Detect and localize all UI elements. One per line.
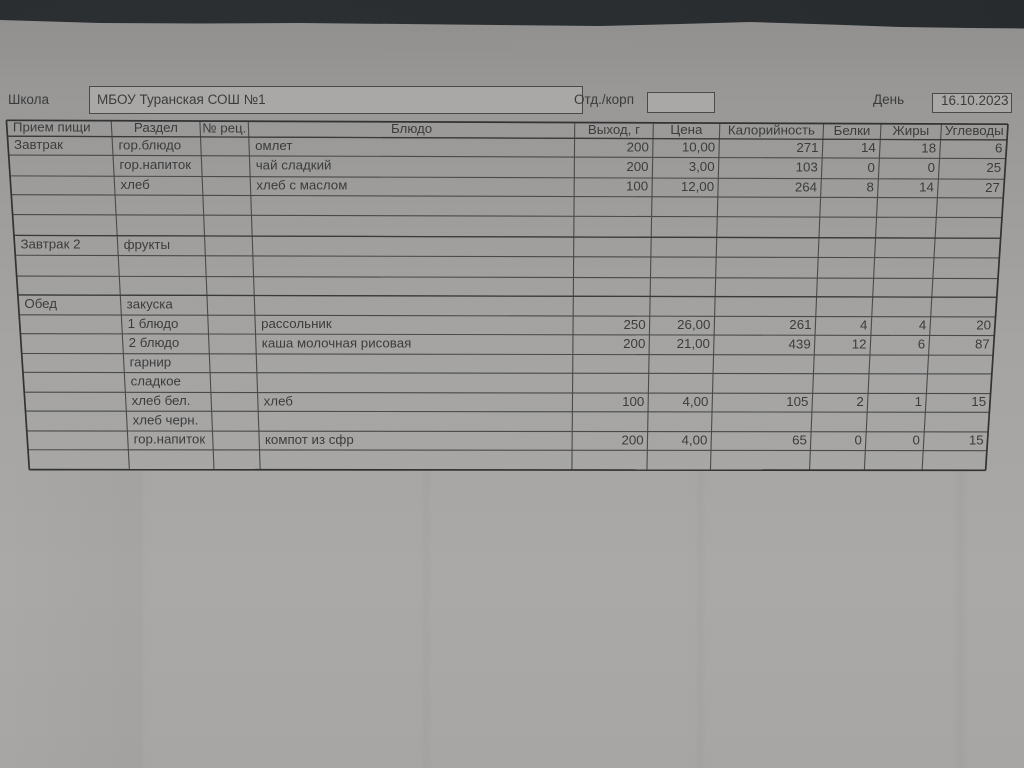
svg-text:0: 0 <box>912 433 919 448</box>
svg-text:Раздел: Раздел <box>134 120 178 135</box>
svg-text:200: 200 <box>627 139 649 154</box>
svg-text:25: 25 <box>986 160 1001 175</box>
svg-text:14: 14 <box>861 140 876 155</box>
svg-text:гор.напиток: гор.напиток <box>134 432 206 447</box>
svg-text:100: 100 <box>626 179 648 194</box>
svg-text:65: 65 <box>792 432 807 447</box>
svg-text:фрукты: фрукты <box>124 237 170 252</box>
svg-text:Завтрак 2: Завтрак 2 <box>21 237 81 252</box>
svg-text:12: 12 <box>852 336 867 351</box>
svg-text:Жиры: Жиры <box>893 123 930 138</box>
svg-text:Белки: Белки <box>834 123 871 138</box>
svg-text:хлеб с маслом: хлеб с маслом <box>256 177 347 192</box>
svg-text:4: 4 <box>919 317 926 332</box>
svg-text:261: 261 <box>789 317 811 332</box>
svg-text:Выход, г: Выход, г <box>588 122 640 137</box>
svg-text:264: 264 <box>795 179 817 194</box>
svg-text:хлеб черн.: хлеб черн. <box>133 412 199 427</box>
svg-text:26,00: 26,00 <box>677 317 710 332</box>
svg-text:10,00: 10,00 <box>682 140 715 155</box>
svg-text:1 блюдо: 1 блюдо <box>128 316 179 331</box>
svg-text:200: 200 <box>623 336 645 351</box>
svg-text:439: 439 <box>789 336 811 351</box>
svg-text:12,00: 12,00 <box>681 179 714 194</box>
svg-text:омлет: омлет <box>255 138 292 153</box>
svg-text:6: 6 <box>995 141 1002 156</box>
svg-text:15: 15 <box>971 394 986 409</box>
svg-text:6: 6 <box>918 337 925 352</box>
svg-text:Углеводы: Углеводы <box>945 123 1004 138</box>
svg-text:Прием пищи: Прием пищи <box>13 120 91 135</box>
svg-text:100: 100 <box>622 394 644 409</box>
svg-text:№ рец.: № рец. <box>202 120 246 135</box>
svg-text:каша молочная рисовая: каша молочная рисовая <box>262 335 412 350</box>
svg-text:хлеб: хлеб <box>264 393 294 408</box>
svg-text:компот из сфр: компот из сфр <box>265 432 354 447</box>
svg-text:закуска: закуска <box>127 296 174 311</box>
svg-text:8: 8 <box>867 179 874 194</box>
svg-text:200: 200 <box>626 159 648 174</box>
svg-text:гарнир: гарнир <box>130 354 172 369</box>
svg-text:Завтрак: Завтрак <box>14 137 63 152</box>
svg-text:хлеб бел.: хлеб бел. <box>132 393 191 408</box>
svg-text:хлеб: хлеб <box>121 177 151 192</box>
svg-text:Цена: Цена <box>670 122 703 137</box>
svg-text:4,00: 4,00 <box>683 394 709 409</box>
svg-text:87: 87 <box>975 337 990 352</box>
svg-text:21,00: 21,00 <box>677 336 710 351</box>
svg-text:0: 0 <box>855 432 862 447</box>
svg-text:18: 18 <box>921 140 936 155</box>
svg-text:271: 271 <box>796 140 818 155</box>
svg-text:1: 1 <box>915 394 922 409</box>
svg-text:сладкое: сладкое <box>131 374 181 389</box>
svg-text:200: 200 <box>621 432 643 447</box>
svg-text:103: 103 <box>796 160 818 175</box>
svg-text:0: 0 <box>928 160 935 175</box>
svg-text:105: 105 <box>786 394 808 409</box>
svg-text:27: 27 <box>985 180 1000 195</box>
svg-text:15: 15 <box>969 433 984 448</box>
svg-text:3,00: 3,00 <box>689 159 715 174</box>
svg-text:гор.блюдо: гор.блюдо <box>119 137 182 152</box>
svg-text:чай сладкий: чай сладкий <box>256 158 332 173</box>
svg-text:4: 4 <box>860 317 867 332</box>
svg-text:рассольник: рассольник <box>261 316 332 331</box>
svg-text:250: 250 <box>624 317 646 332</box>
svg-text:2 блюдо: 2 блюдо <box>129 335 180 350</box>
svg-text:2: 2 <box>856 394 863 409</box>
svg-text:Обед: Обед <box>24 296 57 311</box>
svg-text:4,00: 4,00 <box>681 432 707 447</box>
svg-text:Калорийность: Калорийность <box>728 122 815 137</box>
svg-text:14: 14 <box>919 180 934 195</box>
svg-text:гор.напиток: гор.напиток <box>120 157 192 172</box>
svg-text:Блюдо: Блюдо <box>391 121 432 136</box>
svg-text:0: 0 <box>867 160 874 175</box>
svg-text:20: 20 <box>976 318 991 333</box>
